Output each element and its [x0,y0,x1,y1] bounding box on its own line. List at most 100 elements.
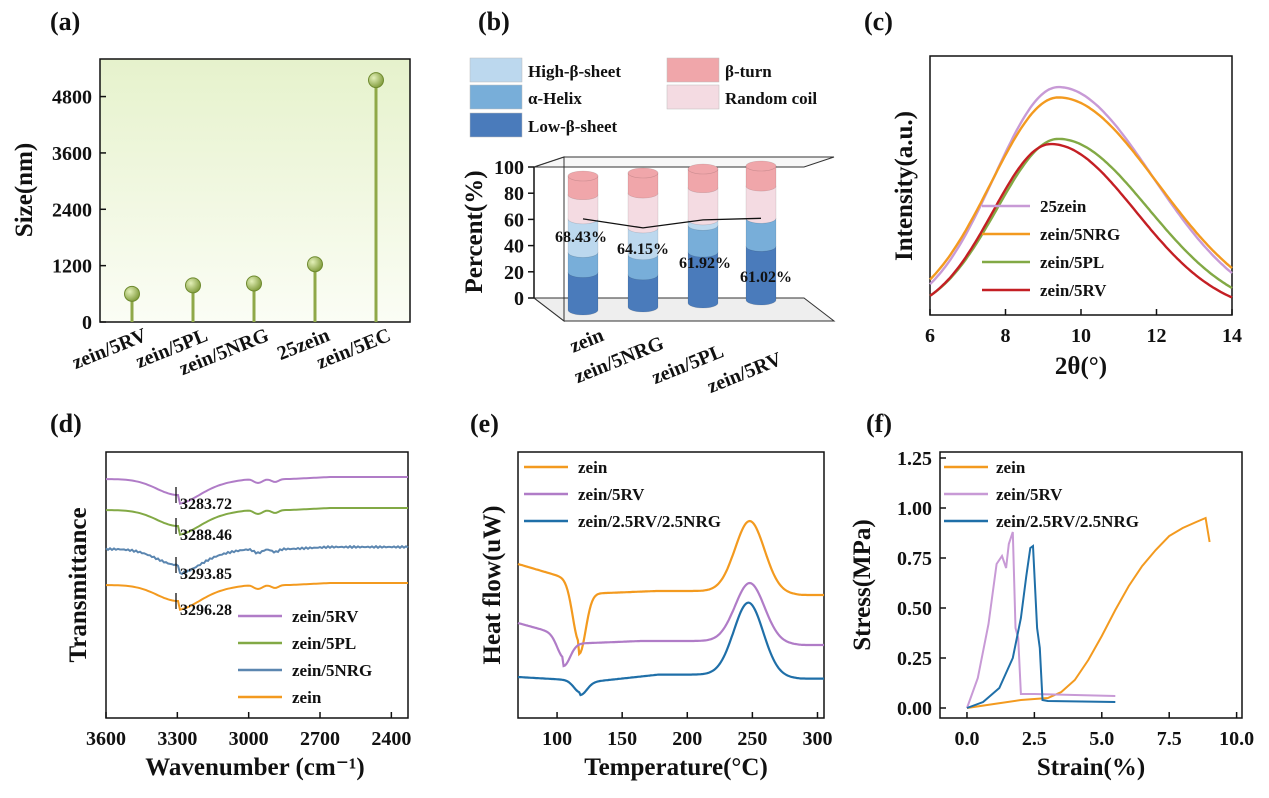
a-ytick-label: 3600 [52,143,92,165]
panel-b: (b) High-β-sheet α-Helix Low-β-sheet β-turn… [461,7,836,398]
d-xtick-label: 3300 [157,728,197,750]
panel-e-xlabel: Temperature(°C) [584,754,768,781]
panel-d-xlabel: Wavenumber (cm⁻¹) [145,754,365,781]
f-legend-label: zein [996,458,1026,477]
e-xtick-label: 300 [802,728,832,750]
e-xtick-label: 250 [737,728,767,750]
b-legend-swatch [469,84,523,110]
b-ordered-boundary-line [582,217,762,229]
panel-f: (f) 0.00 0.25 0.50 0.75 1.00 1.25 zein zein/5R… [849,409,1254,781]
d-spectrum [106,507,408,536]
panel-d-label: (d) [50,409,82,438]
a-point [368,72,384,89]
b-ytick-label: 40 [504,236,524,258]
b-ytick-label: 20 [504,262,524,284]
panel-c-xlabel: 2θ(°) [1055,353,1107,380]
d-xtick-label: 2700 [300,728,340,750]
b-bar-cap [627,167,659,179]
panel-e-plot-area [517,451,825,719]
panel-d-ylabel: Transmittance [65,507,92,662]
b-legend-label: α-Helix [528,89,582,108]
c-legend-label: zein/5PL [1040,253,1104,272]
b-ytick-label: 0 [514,288,524,310]
panel-f-x-ticks: 0.0 2.5 5.0 7.5 10.0 [954,712,1254,750]
panel-e-label: (e) [470,409,499,438]
f-xtick-label: 2.5 [1022,728,1047,750]
panel-d: (d) 3283.72 3288.46 3293.85 3296.28 zein/5R… [50,409,411,781]
panel-a: (a) 0 1200 2400 3600 4800 zein/5RVzein/5PLze… [11,7,411,380]
b-bar-segment [567,194,599,225]
b-legend-label: β-turn [725,62,772,81]
b-annotation: 64.15% [617,241,669,258]
panel-b-ylabel: Percent(%) [461,170,488,293]
b-bar-segment [627,172,659,199]
b-bar-cap [567,170,599,182]
b-annotation: 68.43% [555,229,607,246]
b-bar-segment [567,252,599,278]
b-bar-segment [627,274,659,313]
b-annotation: 61.92% [679,255,731,272]
panel-f-lines [966,516,1211,709]
f-curve [966,531,1116,709]
b-bar-segment [687,251,719,309]
panel-f-xlabel: Strain(%) [1037,754,1145,781]
panel-c-x-ticks: 6 8 10 12 14 [925,309,1242,347]
f-legend-label: zein/2.5RV/2.5NRG [996,512,1139,531]
d-min-label: 3296.28 [180,602,232,619]
a-ytick-label: 0 [82,312,92,334]
panel-b-legend: High-β-sheet α-Helix Low-β-sheet β-turn Rand… [469,57,817,138]
panel-a-ylabel: Size(nm) [11,143,38,237]
b-bar-segment [567,218,599,258]
e-xtick-label: 200 [672,728,702,750]
b-legend-swatch [469,112,523,138]
e-curve [517,581,824,668]
a-ytick-label: 4800 [52,87,92,109]
d-legend-label: zein [292,688,322,707]
panel-a-y-ticks: 0 1200 2400 3600 4800 [52,87,106,334]
e-legend-label: zein [578,458,608,477]
c-xtick-label: 12 [1147,325,1167,347]
panel-e-ylabel: Heat flow(uW) [479,506,506,665]
f-curve [966,516,1211,709]
panel-b-annotations: 68.43% 64.15% 61.92% 61.02% [555,217,792,286]
e-xtick-label: 100 [542,728,572,750]
b-bar-segment [567,175,599,201]
b-legend-label: Random coil [725,89,817,108]
a-point [246,275,262,292]
f-xtick-label: 7.5 [1157,728,1182,750]
b-legend-label: Low-β-sheet [528,117,618,136]
c-curve [929,137,1233,297]
panel-d-legend: zein/5RV zein/5PL zein/5NRG zein [238,607,372,707]
e-xtick-label: 150 [607,728,637,750]
panel-a-label: (a) [50,7,80,36]
f-ytick-label: 0.75 [897,548,932,570]
c-xtick-label: 8 [1001,325,1011,347]
d-legend-label: zein/5NRG [292,661,372,680]
d-min-label: 3293.85 [180,566,232,583]
c-legend-label: zein/5RV [1040,281,1107,300]
b-ytick-label: 80 [504,183,524,205]
f-ytick-label: 1.00 [897,498,932,520]
d-spectrum [106,582,408,611]
c-curve [929,96,1233,281]
e-curve [517,519,824,657]
f-ytick-label: 0.00 [897,698,932,720]
panel-f-ylabel: Stress(MPa) [849,519,876,650]
b-bar-cap [687,163,719,175]
d-min-label: 3283.72 [180,496,232,513]
panel-d-lines [105,476,409,611]
b-bar-segment [567,272,599,316]
d-legend-label: zein/5RV [292,607,359,626]
f-ytick-label: 0.25 [897,648,932,670]
panel-c-ylabel: Intensity(a.u.) [891,111,918,261]
b-bar-segment [627,192,659,234]
c-xtick-label: 10 [1071,325,1091,347]
panel-c-legend: 25zein zein/5NRG zein/5PL zein/5RV [982,197,1120,300]
e-legend-label: zein/5RV [578,485,645,504]
c-xtick-label: 14 [1222,325,1242,347]
f-xtick-label: 0.0 [954,728,979,750]
panel-b-top-plane [533,156,835,168]
b-bar-cap [745,160,777,172]
